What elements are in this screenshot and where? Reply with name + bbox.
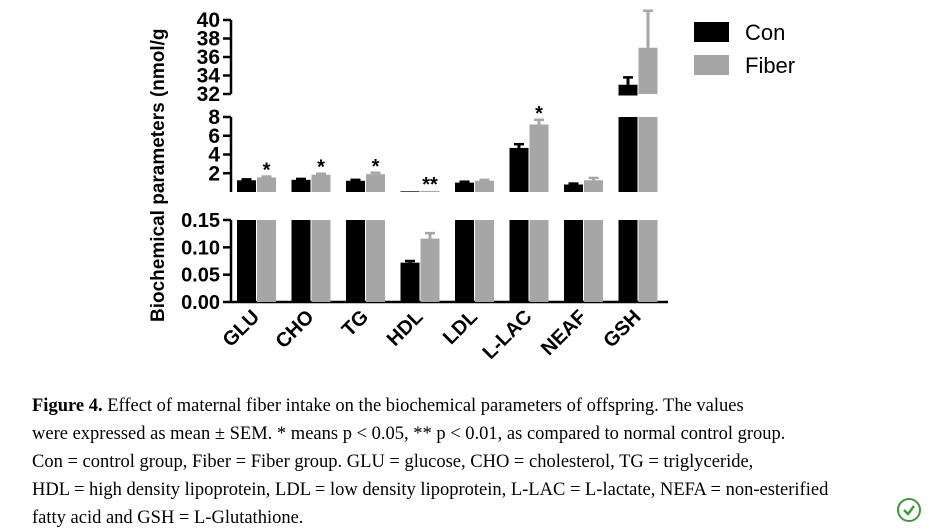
legend-swatch-fiber bbox=[694, 55, 729, 75]
bar-fiber bbox=[366, 220, 385, 302]
x-tick-label: GLU bbox=[219, 306, 264, 351]
bar-fiber bbox=[638, 47, 658, 94]
bar-con bbox=[618, 220, 638, 302]
bar-con bbox=[291, 179, 311, 192]
y-tick-label: 38 bbox=[197, 28, 221, 51]
bar-fiber bbox=[420, 190, 440, 192]
significance-mark: * bbox=[263, 160, 271, 182]
legend-label-fiber: Fiber bbox=[745, 53, 795, 78]
bar-con bbox=[237, 220, 256, 302]
figure-caption: Figure 4. Effect of maternal fiber intak… bbox=[32, 392, 914, 532]
significance-mark: * bbox=[535, 103, 543, 125]
x-tick-label: L-LAC bbox=[479, 306, 537, 364]
bar-con bbox=[400, 262, 420, 302]
bar-con bbox=[346, 180, 365, 192]
y-tick-label: 36 bbox=[197, 46, 220, 69]
x-tick-label: HDL bbox=[383, 306, 428, 351]
bar-fiber bbox=[529, 124, 549, 192]
bar-con bbox=[400, 191, 420, 192]
y-axis-label: Biochemical parameters (nmol/g bbox=[148, 28, 169, 322]
bar-fiber bbox=[529, 220, 549, 302]
y-tick-label: 2 bbox=[208, 162, 220, 185]
x-tick-label: TG bbox=[338, 306, 373, 341]
bar-con bbox=[237, 180, 256, 192]
bar-fiber bbox=[257, 177, 276, 192]
caption-label: Figure 4. bbox=[32, 396, 103, 416]
bar-fiber bbox=[475, 220, 494, 302]
bar-fiber bbox=[420, 238, 440, 302]
y-tick-label: 8 bbox=[208, 106, 220, 129]
y-tick-label: 0.00 bbox=[181, 292, 220, 314]
bar-fiber bbox=[584, 220, 603, 302]
bar-con bbox=[455, 220, 474, 302]
bar-fiber bbox=[584, 180, 603, 192]
caption-line-3: Con = control group, Fiber = Fiber group… bbox=[32, 452, 754, 472]
bar-con bbox=[291, 220, 311, 302]
bar-fiber bbox=[311, 220, 331, 302]
bar-fiber bbox=[638, 117, 658, 192]
caption-line-2: were expressed as mean ± SEM. * means p … bbox=[32, 424, 786, 444]
y-tick-label: 34 bbox=[197, 65, 221, 88]
legend-swatch-con bbox=[694, 22, 729, 42]
y-tick-label: 0.05 bbox=[181, 265, 220, 287]
y-tick-label: 32 bbox=[197, 83, 220, 106]
legend-label-con: Con bbox=[745, 20, 785, 45]
x-tick-label: CHO bbox=[272, 306, 319, 353]
bar-con bbox=[346, 220, 365, 302]
bar-con bbox=[564, 220, 583, 302]
bar-fiber bbox=[638, 220, 658, 302]
bar-fiber bbox=[475, 180, 494, 192]
significance-mark: * bbox=[317, 157, 325, 179]
x-tick-label: NEAF bbox=[537, 306, 591, 360]
x-tick-label: LDL bbox=[439, 306, 482, 349]
caption-line-1: Figure 4. Effect of maternal fiber intak… bbox=[32, 392, 914, 420]
legend: Con Fiber bbox=[694, 20, 795, 78]
caption-line-5: fatty acid and GSH = L-Glutathione. bbox=[32, 508, 304, 528]
significance-mark: * bbox=[372, 156, 380, 178]
check-badge-icon[interactable] bbox=[897, 498, 921, 522]
y-tick-label: 40 bbox=[197, 9, 220, 32]
caption-line-4: HDL = high density lipoprotein, LDL = lo… bbox=[32, 480, 829, 500]
x-tick-label: GSH bbox=[599, 306, 645, 352]
bar-fiber bbox=[366, 174, 385, 192]
bar-con bbox=[564, 184, 583, 192]
bar-chart: Biochemical parameters (nmol/g 323436384… bbox=[148, 9, 795, 364]
caption-text-1: Effect of maternal fiber intake on the b… bbox=[102, 396, 744, 416]
bar-con bbox=[509, 220, 529, 302]
y-tick-label: 4 bbox=[208, 144, 220, 167]
bar-con bbox=[509, 147, 529, 192]
y-tick-label: 6 bbox=[208, 125, 220, 148]
bar-con bbox=[618, 117, 638, 192]
y-tick-label: 0.10 bbox=[181, 237, 220, 259]
significance-mark: ** bbox=[422, 174, 438, 196]
y-tick-label: 0.15 bbox=[181, 210, 220, 232]
bar-con bbox=[455, 182, 474, 192]
bar-fiber bbox=[311, 174, 331, 192]
bar-fiber bbox=[257, 220, 276, 302]
